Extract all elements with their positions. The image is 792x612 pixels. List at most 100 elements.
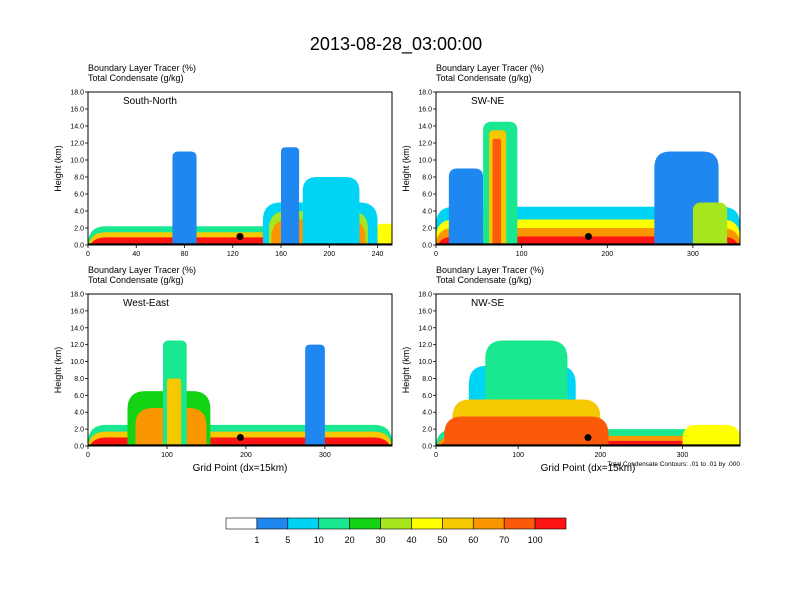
y-tick-label: 6.0 [74, 192, 84, 199]
tracer-region [682, 424, 740, 446]
y-tick-label: 10.0 [70, 158, 84, 165]
tracer-region [692, 202, 728, 245]
colorbar-swatch [256, 517, 289, 530]
colorbar-label: 1 [254, 535, 259, 545]
panel-label: SW-NE [471, 96, 504, 107]
y-tick-label: 12.0 [418, 141, 432, 148]
y-tick-label: 12.0 [70, 141, 84, 148]
colorbar-swatch [287, 517, 320, 530]
plot-frame [87, 91, 393, 246]
y-tick-label: 10.0 [418, 359, 432, 366]
x-tick-label: 300 [687, 251, 699, 258]
tracer-region [166, 378, 182, 446]
y-tick-label: 6.0 [422, 192, 432, 199]
x-tick-label: 100 [516, 251, 528, 258]
colorbar-swatch [503, 517, 536, 530]
x-tick-label: 200 [323, 251, 335, 258]
colorbar-swatch [349, 517, 381, 530]
panel-title-condensate: Total Condensate (g/kg) [436, 275, 532, 285]
y-tick-label: 2.0 [422, 226, 432, 233]
tracer-region [444, 416, 609, 446]
y-tick-label: 8.0 [74, 175, 84, 182]
contour-note: Total Condensate Contours: .01 to .01 by… [607, 461, 740, 468]
tracer-field [436, 121, 740, 245]
panel-title-tracer: Boundary Layer Tracer (%) [88, 63, 196, 73]
y-tick-label: 14.0 [418, 124, 432, 131]
plot-frame [435, 293, 741, 447]
y-tick-label: 16.0 [70, 107, 84, 114]
y-tick-label: 18.0 [418, 292, 432, 299]
tracer-region [172, 151, 197, 245]
y-axis-label: Height (km) [401, 145, 411, 192]
plot-frame [435, 91, 741, 246]
y-tick-label: 0.0 [422, 444, 432, 451]
colorbar-swatch [380, 517, 412, 530]
x-tick-label: 200 [240, 452, 252, 459]
x-tick-label: 0 [434, 251, 438, 258]
panel-title-condensate: Total Condensate (g/kg) [436, 73, 532, 83]
tracer-region [281, 147, 300, 245]
y-tick-label: 4.0 [74, 410, 84, 417]
y-tick-label: 16.0 [418, 107, 432, 114]
y-tick-label: 10.0 [418, 158, 432, 165]
y-tick-label: 6.0 [74, 393, 84, 400]
panel-label: West-East [123, 298, 169, 309]
tracer-region [305, 344, 325, 446]
colorbar-label: 50 [437, 535, 447, 545]
x-tick-label: 240 [372, 251, 384, 258]
y-tick-label: 8.0 [422, 376, 432, 383]
y-tick-label: 4.0 [422, 209, 432, 216]
colorbar-label: 30 [376, 535, 386, 545]
y-tick-label: 18.0 [70, 292, 84, 299]
y-tick-label: 0.0 [74, 243, 84, 250]
y-axis-label: Height (km) [53, 145, 63, 192]
panel-southwest-northeast: Boundary Layer Tracer (%)Total Condensat… [401, 63, 741, 258]
x-tick-label: 0 [86, 452, 90, 459]
panels: Boundary Layer Tracer (%)Total Condensat… [53, 63, 741, 474]
tracer-region [492, 138, 502, 245]
y-tick-label: 18.0 [70, 90, 84, 97]
tracer-region [448, 168, 484, 245]
y-tick-label: 0.0 [74, 444, 84, 451]
cross-section-center-marker [236, 434, 244, 442]
y-axis-label: Height (km) [53, 347, 63, 394]
x-tick-label: 120 [227, 251, 239, 258]
y-axis-label: Height (km) [401, 347, 411, 394]
y-tick-label: 14.0 [70, 325, 84, 332]
colorbar-label: 5 [285, 535, 290, 545]
y-tick-label: 0.0 [422, 243, 432, 250]
panel-title-condensate: Total Condensate (g/kg) [88, 73, 184, 83]
y-tick-label: 16.0 [70, 308, 84, 315]
cross-section-center-marker [584, 233, 592, 240]
colorbar-swatch [318, 517, 350, 530]
figure-title: 2013-08-28_03:00:00 [310, 34, 482, 55]
panel-title-tracer: Boundary Layer Tracer (%) [88, 265, 196, 275]
colorbar-swatch [472, 517, 505, 530]
colorbar-label: 20 [345, 535, 355, 545]
x-tick-label: 0 [86, 251, 90, 258]
y-tick-label: 16.0 [418, 308, 432, 315]
y-tick-label: 6.0 [422, 393, 432, 400]
x-axis-label: Grid Point (dx=15km) [193, 463, 288, 474]
colorbar-swatch [534, 517, 567, 530]
panel-title-condensate: Total Condensate (g/kg) [88, 275, 184, 285]
y-tick-label: 8.0 [74, 376, 84, 383]
colorbar-label: 60 [468, 535, 478, 545]
panel-label: NW-SE [471, 298, 504, 309]
x-tick-label: 160 [275, 251, 287, 258]
panel-title-tracer: Boundary Layer Tracer (%) [436, 265, 544, 275]
cross-section-center-marker [236, 233, 244, 240]
x-tick-label: 80 [181, 251, 189, 258]
cross-section-center-marker [584, 434, 592, 442]
x-tick-label: 100 [512, 452, 524, 459]
panel-west-east: Boundary Layer Tracer (%)Total Condensat… [53, 265, 393, 474]
x-tick-label: 0 [434, 452, 438, 459]
panel-title-tracer: Boundary Layer Tracer (%) [436, 63, 544, 73]
tracer-field [88, 147, 392, 245]
y-tick-label: 4.0 [74, 209, 84, 216]
tracer-region [302, 177, 360, 245]
y-tick-label: 12.0 [418, 342, 432, 349]
y-tick-label: 2.0 [74, 427, 84, 434]
y-tick-label: 4.0 [422, 410, 432, 417]
